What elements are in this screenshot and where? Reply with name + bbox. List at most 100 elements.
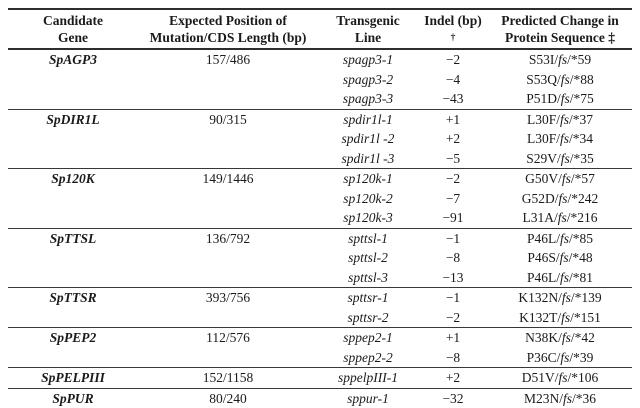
header-line: Indel (bp) <box>424 13 482 28</box>
table-row: spttsl-3 −13 P46L/fs/*81 <box>8 268 632 288</box>
gene-name-cell: SpPELPIII <box>8 367 138 388</box>
protein-change-cell: P51D/fs/*75 <box>526 91 594 106</box>
transgenic-line-cell: sppelpIII-1 <box>318 367 418 388</box>
transgenic-line-cell: spdir1l -3 <box>341 150 395 166</box>
dagger-footnote-mark: † <box>450 33 456 43</box>
protein-change-cell: L30F/fs/*37 <box>488 108 632 129</box>
indel-cell: +2 <box>418 367 488 388</box>
transgenic-line-cell: spttsl-2 <box>348 250 388 265</box>
transgenic-line-cell: sppep2-2 <box>343 349 393 365</box>
indel-cell: +1 <box>418 327 488 348</box>
column-header-predicted-change: Predicted Change in Protein Sequence ‡ <box>488 9 632 50</box>
column-header-expected-position: Expected Position of Mutation/CDS Length… <box>138 9 318 50</box>
expected-position-cell: 149/1446 <box>138 168 318 228</box>
header-row: Candidate Gene Expected Position of Muta… <box>8 9 632 50</box>
protein-change-cell: P46L/fs/*81 <box>526 269 594 285</box>
expected-position-cell: 80/240 <box>138 387 318 408</box>
table-row: spdir1l -2 +2 L30F/fs/*34 <box>8 129 632 149</box>
gene-name-cell: SpAGP3 <box>8 48 138 109</box>
transgenic-line-cell: sp120k-1 <box>318 168 418 189</box>
column-header-indel: Indel (bp) † <box>418 9 488 50</box>
table-row: SpDIR1L 90/315 spdir1l-1 +1 L30F/fs/*37 <box>8 108 632 169</box>
protein-change-cell: N38K/fs/*42 <box>488 327 632 348</box>
protein-change-cell: P46S/fs/*48 <box>527 250 593 265</box>
expected-position-cell: 112/576 <box>138 327 318 368</box>
table-row: spttsr-2 −2 K132T/fs/*151 <box>8 308 632 328</box>
table-row: SpPUR 80/240 sppur-1 −32 M23N/fs/*36 <box>8 387 632 408</box>
indel-cell: −2 <box>418 48 488 70</box>
transgenic-line-cell: spdir1l-1 <box>318 108 418 129</box>
indel-cell: −1 <box>418 227 488 248</box>
header-line: Expected Position of <box>169 13 287 28</box>
header-line: Line <box>354 30 382 45</box>
table-row: SpAGP3 157/486 spagp3-1 −2 S53I/fs/*59 <box>8 48 632 109</box>
gene-name-cell: Sp120K <box>8 168 138 228</box>
transgenic-line-cell: spagp3-1 <box>318 48 418 70</box>
indel-cell: +1 <box>418 108 488 129</box>
transgenic-line-cell: sppep2-1 <box>318 327 418 348</box>
mutation-summary-table: Candidate Gene Expected Position of Muta… <box>8 8 632 408</box>
protein-change-cell: S53I/fs/*59 <box>488 48 632 70</box>
protein-change-cell: K132N/fs/*139 <box>488 287 632 308</box>
gene-name-cell: SpDIR1L <box>8 108 138 169</box>
indel-cell: −2 <box>445 309 461 325</box>
protein-change-cell: M23N/fs/*36 <box>488 387 632 408</box>
indel-cell: −4 <box>445 71 461 87</box>
indel-cell: −91 <box>442 210 464 225</box>
table-row: sp120k-3 −91 L31A/fs/*216 <box>8 208 632 228</box>
protein-change-cell: G52D/fs/*242 <box>521 190 599 206</box>
column-header-candidate-gene: Candidate Gene <box>8 9 138 50</box>
table-row: spttsl-2 −8 P46S/fs/*48 <box>8 248 632 268</box>
transgenic-line-cell: sppur-1 <box>318 387 418 408</box>
indel-cell: −13 <box>442 269 464 285</box>
indel-cell: −7 <box>445 190 461 206</box>
indel-cell: −43 <box>442 91 464 106</box>
indel-cell: +2 <box>445 131 461 146</box>
indel-cell: −8 <box>445 349 461 365</box>
header-line: Predicted Change in <box>501 13 619 28</box>
header-line: Candidate <box>42 13 103 28</box>
transgenic-line-cell: spagp3-2 <box>342 71 394 87</box>
indel-cell: −2 <box>418 168 488 189</box>
header-line: Transgenic <box>336 13 400 28</box>
transgenic-line-cell: spttsr-2 <box>347 309 389 325</box>
protein-change-cell: L30F/fs/*34 <box>526 131 594 146</box>
table-row: SpPELPIII 152/1158 sppelpIII-1 +2 D51V/fs/*1… <box>8 367 632 388</box>
table-row: SpTTSL 136/792 spttsl-1 −1 P46L/fs/*85 <box>8 227 632 288</box>
transgenic-line-cell: spagp3-3 <box>342 91 394 106</box>
protein-change-cell: L31A/fs/*216 <box>522 210 598 225</box>
protein-change-cell: S53Q/fs/*88 <box>526 71 594 87</box>
protein-change-cell: P46L/fs/*85 <box>488 227 632 248</box>
expected-position-cell: 136/792 <box>138 227 318 288</box>
indel-cell: −1 <box>418 287 488 308</box>
gene-name-cell: SpTTSL <box>8 227 138 288</box>
table-row: sp120k-2 −7 G52D/fs/*242 <box>8 189 632 209</box>
transgenic-line-cell: spdir1l -2 <box>341 131 395 146</box>
table-row: spagp3-2 −4 S53Q/fs/*88 <box>8 70 632 90</box>
expected-position-cell: 90/315 <box>138 108 318 169</box>
expected-position-cell: 393/756 <box>138 287 318 328</box>
expected-position-cell: 152/1158 <box>138 367 318 388</box>
table-row: Sp120K 149/1446 sp120k-1 −2 G50V/fs/*57 <box>8 168 632 228</box>
transgenic-line-cell: spttsl-1 <box>318 227 418 248</box>
protein-change-cell: K132T/fs/*151 <box>519 309 601 325</box>
expected-position-cell: 157/486 <box>138 48 318 109</box>
header-line: Gene <box>58 30 88 45</box>
transgenic-line-cell: spttsl-3 <box>348 269 388 285</box>
gene-name-cell: SpPEP2 <box>8 327 138 368</box>
table-row: spagp3-3 −43 P51D/fs/*75 <box>8 89 632 109</box>
protein-change-cell: G50V/fs/*57 <box>488 168 632 189</box>
gene-name-cell: SpPUR <box>8 387 138 408</box>
transgenic-line-cell: sp120k-3 <box>343 210 393 225</box>
table-header: Candidate Gene Expected Position of Muta… <box>8 9 632 50</box>
indel-cell: −5 <box>445 150 461 166</box>
protein-change-cell: D51V/fs/*106 <box>488 367 632 388</box>
table-row: SpTTSR 393/756 spttsr-1 −1 K132N/fs/*139 <box>8 287 632 328</box>
header-line: Protein Sequence ‡ <box>505 30 615 45</box>
protein-change-cell: P36C/fs/*39 <box>526 349 594 365</box>
indel-cell: −32 <box>418 387 488 408</box>
transgenic-line-cell: spttsr-1 <box>318 287 418 308</box>
gene-name-cell: SpTTSR <box>8 287 138 328</box>
protein-change-cell: S29V/fs/*35 <box>526 150 594 166</box>
